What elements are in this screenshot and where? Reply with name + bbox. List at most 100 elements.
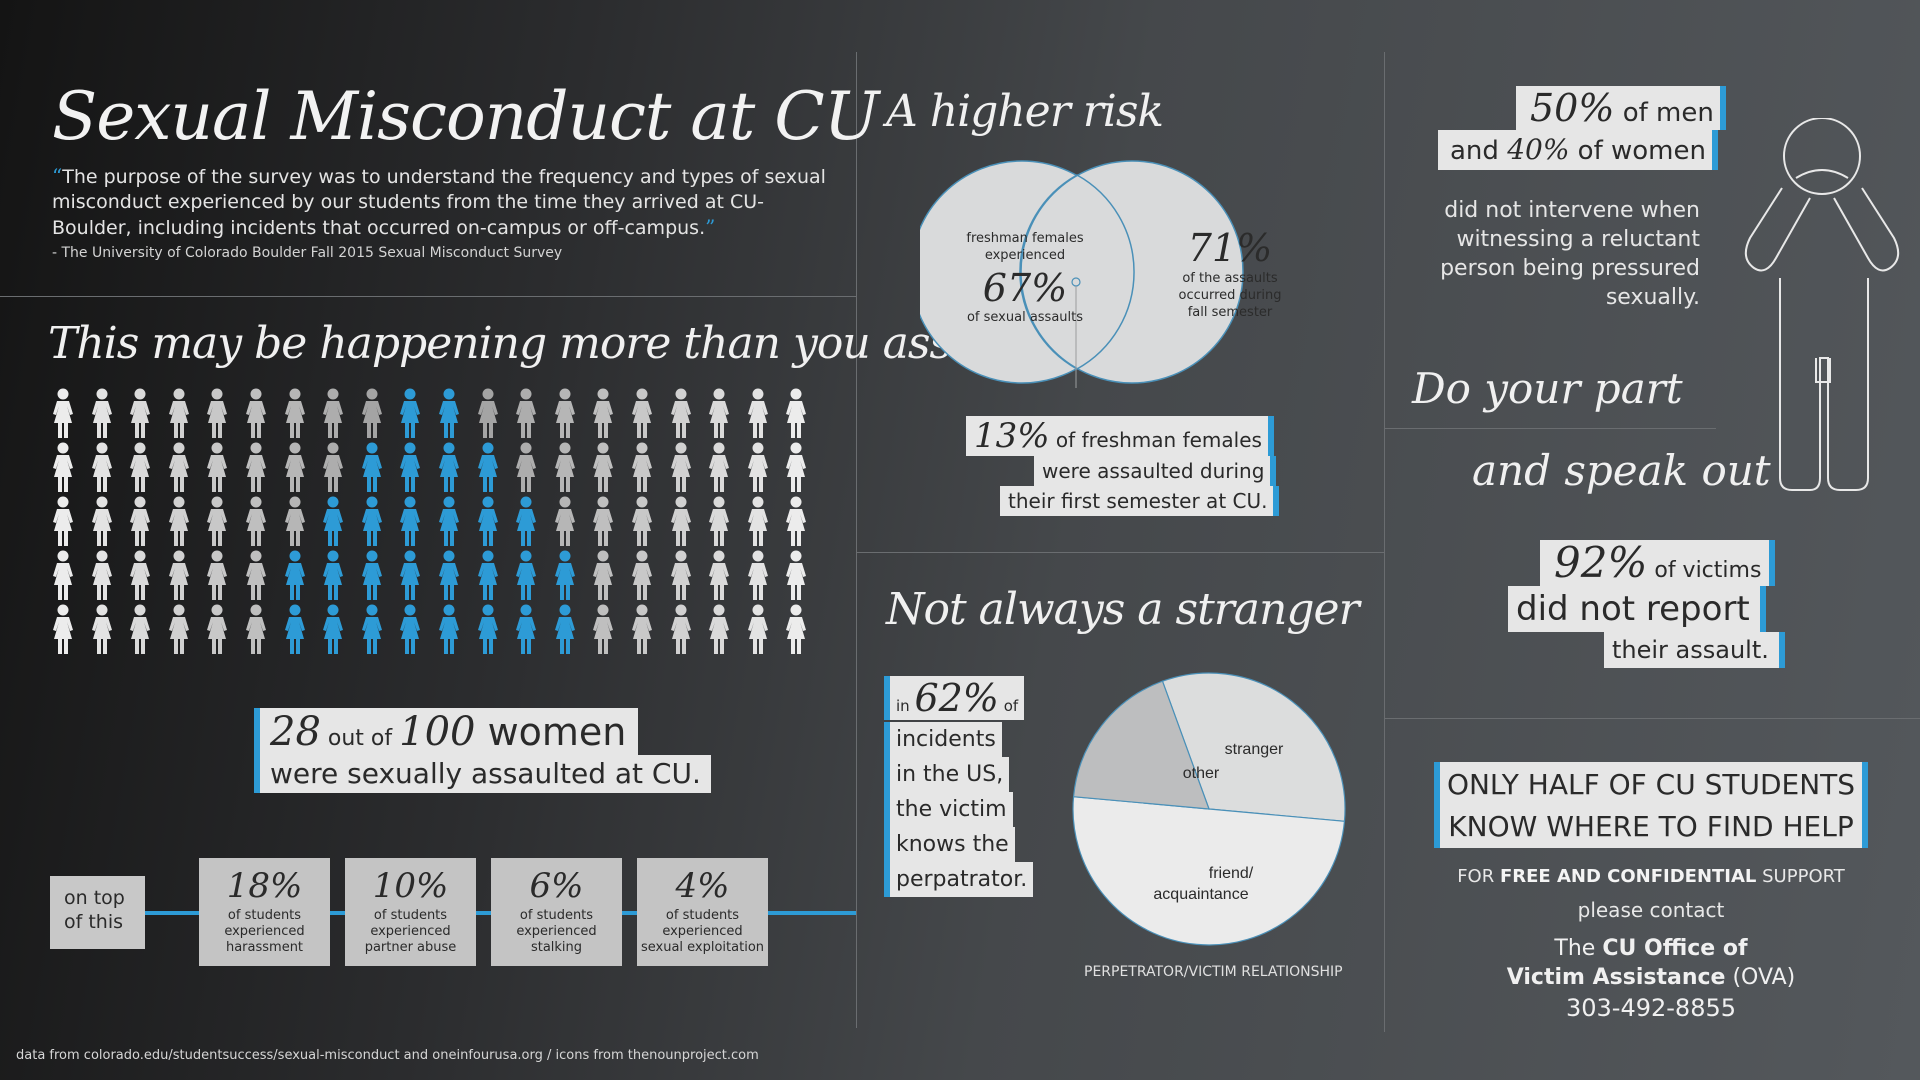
woman-icon [670,604,691,654]
intervene-num-women: 40% [1507,133,1570,166]
woman-icon [207,442,228,492]
woman-icon [246,550,266,600]
pie-label-stranger: stranger [1225,741,1284,758]
stat-partner-abuse: 10% of students experienced partner abus… [345,858,476,966]
woman-icon [709,604,730,654]
covering-face-person-icon [1744,118,1900,491]
woman-icon-highlighted [361,604,382,654]
woman-icon [53,496,73,546]
intervene-desc: did not intervene when witnessing a relu… [1400,196,1700,312]
stat-exploitation: 4% of students experienced sexual exploi… [637,858,768,966]
pie-slice-friend [1072,796,1346,946]
stranger-stack-line: in 62% of [884,676,1025,720]
woman-icon-highlighted [439,604,459,654]
intervene-desc-1: did not intervene when [1444,198,1700,223]
woman-icon-highlighted [323,550,344,600]
woman-icon [786,550,807,600]
stat-desc-1: of students [665,908,740,923]
venn-right-label-2: occurred during [1178,288,1282,303]
woman-icon [593,550,614,600]
stat-stalking: 6% of students experienced stalking [491,858,622,966]
pie-slice-stranger [1161,672,1346,822]
venn-right-label-1: of the assaults [1182,271,1278,286]
venn-diagram [920,160,1244,388]
open-quote-mark: “ [52,164,63,188]
woman-icon [53,442,73,492]
pie-caption: PERPETRATOR/VICTIM RELATIONSHIP [1084,964,1343,980]
intervene-num-men: 50% [1530,86,1615,130]
woman-icon [130,550,151,600]
stat-desc-1: of students [373,908,448,923]
divider [1384,718,1920,719]
callout-13-line2: were assaulted during [1034,456,1277,486]
intervene-desc-2: witnessing a reluctant [1456,227,1700,252]
pie-slice-other [1072,680,1210,810]
woman-icon-highlighted [516,496,537,546]
section-heading-happening: This may be happening more than you assu… [48,318,1045,369]
woman-icon-highlighted [361,550,382,600]
woman-icon [246,496,266,546]
woman-icon [168,604,189,654]
section-heading-risk: A higher risk [886,86,1164,137]
woman-icon [747,388,768,438]
intervene-desc-3: person being pressured [1440,256,1700,281]
woman-icon [747,550,768,600]
venn-left-label-1: freshman females [966,231,1084,246]
quote-source: - The University of Colorado Boulder Fal… [52,245,563,261]
woman-icon-highlighted [284,550,305,600]
stat-pct: 6% [529,866,584,906]
woman-icon-highlighted [361,442,382,492]
woman-icon-highlighted [554,604,575,654]
woman-icon-highlighted [554,550,575,600]
venn-left-label-2: experienced [984,248,1066,263]
woman-icon [593,604,614,654]
woman-icon [554,442,575,492]
woman-icon [168,496,189,546]
callout-28-line2: were sexually assaulted at CU. [254,755,711,793]
report-num: 92% [1554,538,1648,587]
stat-desc-3: partner abuse [364,940,457,955]
woman-icon [709,496,730,546]
intervene-line1: 50% of men [1516,86,1726,130]
woman-icon [554,388,575,438]
callout-num-28: 28 [270,709,321,755]
woman-icon [786,496,807,546]
woman-icon-highlighted [477,442,498,492]
woman-icon-highlighted [439,442,459,492]
stat-desc-1: of students [519,908,594,923]
on-top-line1: on top [64,887,125,909]
woman-icon [168,388,189,438]
woman-icon [554,496,575,546]
woman-icon-highlighted [516,550,537,600]
woman-icon [323,388,344,438]
footer-credit: data from colorado.edu/studentsuccess/se… [16,1048,759,1063]
report-line2: did not report [1508,586,1766,632]
woman-icon-highlighted [400,442,421,492]
woman-icon-highlighted [400,496,421,546]
callout-28-of-100: 28 out of 100 women [254,708,639,756]
contact-phone[interactable]: 303-492-8855 [1565,994,1736,1022]
woman-icon-highlighted [284,604,305,654]
callout-num-100: 100 [399,709,476,755]
divider [856,52,857,1028]
woman-icon [130,604,151,654]
woman-icon [670,550,691,600]
contact-free-confidential: FREE AND CONFIDENTIAL [1499,866,1757,887]
woman-icon [53,550,73,600]
stat-pct: 18% [226,866,303,906]
venn-right-label: of the assaults occurred during fall sem… [1160,270,1300,321]
woman-icon [709,442,730,492]
woman-icon [246,388,266,438]
stranger-of: of [998,697,1019,715]
stat-desc-3: stalking [530,940,583,955]
contact-support: SUPPORT [1756,866,1845,887]
intervene-desc-4: sexually. [1605,285,1700,310]
stat-desc-3: sexual exploitation [640,940,765,955]
stat-desc-3: harassment [225,940,304,955]
woman-icon-highlighted [477,550,498,600]
woman-icon [168,550,189,600]
woman-icon [246,442,266,492]
woman-icon [130,442,151,492]
heading-speak-out: and speak out [1472,446,1771,495]
venn-left-pct: 67% [982,266,1068,310]
